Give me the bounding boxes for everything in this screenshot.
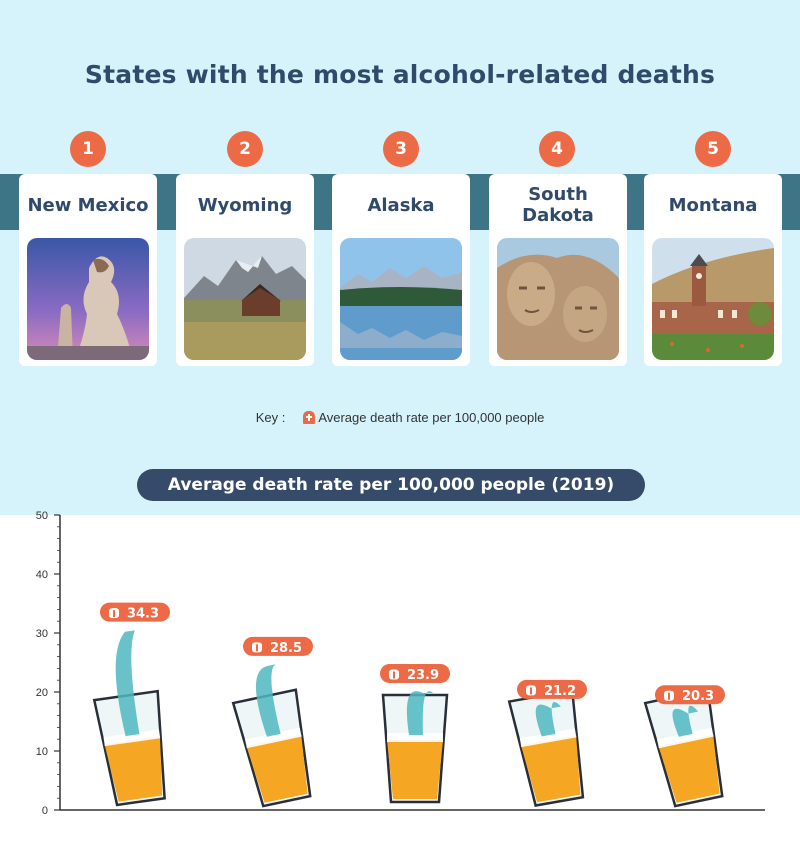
state-name: Alaska [367, 194, 435, 216]
state-name: Montana [668, 194, 758, 216]
state-card-wyoming: Wyoming [176, 174, 314, 366]
value-label: 20.3 [682, 689, 714, 704]
liquid-splash [406, 691, 433, 735]
beer-glass-mark [231, 664, 312, 808]
liquid-splash [672, 705, 699, 737]
state-card-montana: Montana [644, 174, 782, 366]
key-text: Average death rate per 100,000 people [318, 410, 545, 425]
beer-foam [519, 728, 577, 748]
value-label: 34.3 [127, 607, 159, 622]
beer-glass-chart: 0 10 20 30 40 50 34.3 28.5 23.9 21.2 20.3 [36, 510, 765, 817]
beer-fill [520, 735, 581, 803]
university-building-photo [652, 238, 774, 360]
y-tick-label: 20 [36, 687, 48, 699]
rank-badge: 2 [227, 131, 263, 167]
state-card-south-dakota: South Dakota [489, 174, 627, 366]
mount-rushmore-photo [497, 238, 619, 360]
beer-glass-mark [507, 688, 585, 807]
state-name: New Mexico [27, 194, 149, 216]
rock-formation-photo [27, 238, 149, 360]
page-title: States with the most alcohol-related dea… [84, 60, 716, 89]
liquid-splash [115, 630, 140, 737]
liquid-splash [255, 664, 281, 737]
y-tick-label: 30 [36, 628, 48, 640]
y-tick-label: 0 [42, 805, 48, 817]
rank-badge: 4 [539, 131, 575, 167]
beer-fill [246, 734, 308, 803]
beer-fill [104, 736, 163, 802]
rank-badge: 3 [383, 131, 419, 167]
state-name: Wyoming [197, 194, 293, 216]
chart-title: Average death rate per 100,000 people (2… [137, 469, 645, 501]
y-tick-label: 10 [36, 746, 48, 758]
value-label: 28.5 [270, 641, 302, 656]
state-card-alaska: Alaska [332, 174, 470, 366]
barn-mountains-photo [184, 238, 306, 360]
beer-glass-mark [92, 630, 166, 807]
y-tick-label: 40 [36, 569, 48, 581]
legend-key: Key : Average death rate per 100,000 peop… [0, 410, 800, 425]
beer-foam [387, 733, 443, 742]
rank-badge: 5 [695, 131, 731, 167]
beer-fill [387, 740, 443, 799]
rank-badge: 1 [70, 131, 106, 167]
beer-glass-mark [643, 688, 724, 808]
value-label: 21.2 [544, 684, 576, 699]
state-card-new-mexico: New Mexico [19, 174, 157, 366]
value-label: 23.9 [407, 668, 439, 683]
state-name: South Dakota [522, 184, 594, 226]
tombstone-icon [303, 411, 316, 424]
beer-foam [103, 729, 161, 747]
key-label: Key : [255, 410, 286, 425]
liquid-splash [535, 702, 561, 737]
beer-fill [658, 734, 720, 803]
beer-glass-mark [381, 691, 449, 804]
beer-foam [656, 727, 714, 749]
y-tick-label: 50 [36, 510, 48, 522]
beer-foam [244, 727, 302, 749]
lake-reflection-photo [340, 238, 462, 360]
